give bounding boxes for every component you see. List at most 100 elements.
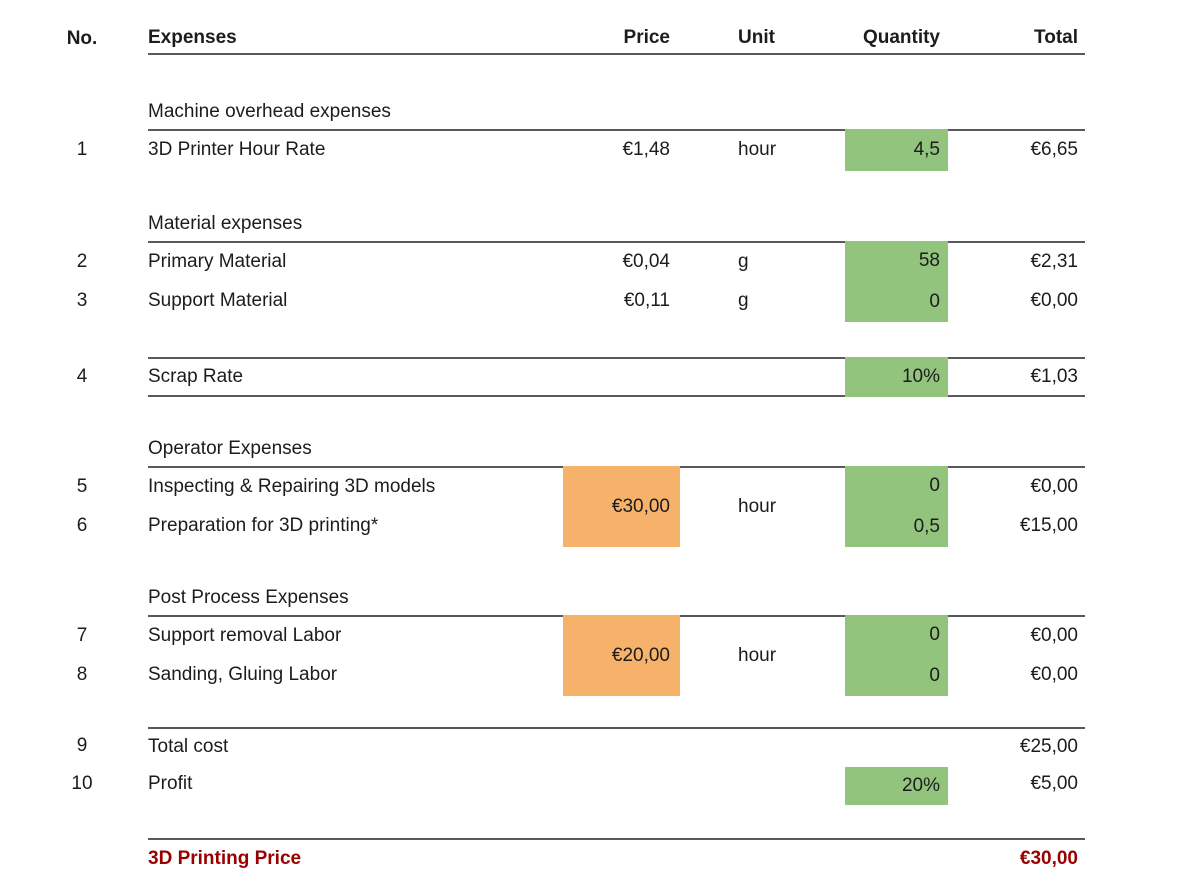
expense-label: Preparation for 3D printing* bbox=[148, 514, 379, 536]
section-title-material: Material expenses bbox=[60, 213, 1085, 243]
section-title-label: Machine overhead expenses bbox=[148, 101, 391, 122]
quantity-input-cell[interactable]: 0,5 bbox=[913, 515, 940, 537]
quantity-input-cell[interactable]: 10% bbox=[845, 357, 948, 397]
price-input-cell[interactable]: €30,00 bbox=[563, 466, 680, 547]
final-price-label: 3D Printing Price bbox=[148, 848, 302, 869]
empty-no-cell bbox=[60, 101, 148, 131]
empty-no-cell bbox=[60, 438, 148, 468]
total-value: €15,00 bbox=[1019, 514, 1078, 536]
header-quantity: Quantity bbox=[862, 26, 940, 48]
spacer bbox=[60, 55, 1085, 101]
quantity-cell bbox=[800, 729, 948, 765]
price-value: €0,04 bbox=[622, 251, 670, 273]
row-number: 5 bbox=[76, 476, 88, 498]
expense-label: Primary Material bbox=[148, 251, 287, 273]
total-value: €0,00 bbox=[1030, 289, 1078, 311]
total-value: €25,00 bbox=[1019, 736, 1078, 757]
quantity-cell: 0 0 bbox=[800, 615, 948, 696]
quantity-input-cell[interactable]: 0 bbox=[929, 475, 940, 497]
expense-label: 3D Printer Hour Rate bbox=[148, 139, 326, 160]
expense-label: Scrap Rate bbox=[148, 366, 244, 387]
price-value: €0,11 bbox=[623, 289, 670, 311]
spacer bbox=[60, 169, 1085, 213]
price-value bbox=[563, 359, 680, 395]
row-number: 10 bbox=[71, 773, 93, 794]
table-header-row: No. Expenses Price Unit Quantity Total bbox=[60, 22, 1085, 55]
unit-value bbox=[680, 765, 800, 803]
unit-value bbox=[680, 729, 800, 765]
header-price: Price bbox=[623, 26, 670, 48]
total-value: €0,00 bbox=[1030, 663, 1078, 685]
quantity-input-cell[interactable]: 58 bbox=[918, 250, 940, 272]
table-row-group-operator: 5 6 Inspecting & Repairing 3D models Pre… bbox=[60, 466, 1085, 547]
quantity-input-cell[interactable]: 4,5 bbox=[845, 129, 948, 171]
row-number: 1 bbox=[76, 139, 88, 160]
expense-label: Total cost bbox=[148, 736, 229, 757]
quantity-input-cell[interactable]: 0 bbox=[929, 290, 940, 312]
empty-no-cell bbox=[60, 587, 148, 617]
total-value: €5,00 bbox=[1030, 773, 1078, 794]
expense-label: Sanding, Gluing Labor bbox=[148, 663, 338, 685]
spacer bbox=[60, 545, 1085, 587]
empty-no-cell bbox=[60, 838, 148, 878]
section-title-label: Operator Expenses bbox=[148, 438, 312, 459]
quantity-input-cell[interactable]: 20% bbox=[845, 767, 948, 805]
table-row-group-postprocess: 7 8 Support removal Labor Sanding, Gluin… bbox=[60, 615, 1085, 696]
quantity-input-cell[interactable]: 0 bbox=[929, 664, 940, 686]
row-number: 2 bbox=[76, 251, 88, 273]
section-title-label: Post Process Expenses bbox=[148, 587, 349, 608]
header-total: Total bbox=[1034, 26, 1078, 48]
expense-label: Profit bbox=[148, 773, 193, 794]
row-number: 6 bbox=[76, 514, 88, 536]
spacer bbox=[60, 694, 1085, 727]
final-price-value: €30,00 bbox=[1019, 848, 1078, 869]
price-input-cell[interactable]: €20,00 bbox=[563, 615, 680, 696]
quantity-cell: 10% bbox=[800, 357, 948, 397]
row-number: 9 bbox=[76, 735, 88, 756]
spacer bbox=[60, 803, 1085, 838]
table-row-final-price: 3D Printing Price €30,00 bbox=[60, 838, 1085, 878]
total-value: €0,00 bbox=[1030, 625, 1078, 647]
total-value: €6,65 bbox=[1030, 139, 1078, 160]
unit-value bbox=[680, 359, 800, 395]
section-title-label: Material expenses bbox=[148, 213, 303, 234]
quantity-input-block: 0 0 bbox=[845, 615, 948, 696]
unit-value: hour bbox=[738, 495, 777, 517]
quantity-cell: 20% bbox=[800, 765, 948, 805]
price-value: €1,48 bbox=[622, 139, 670, 160]
header-no: No. bbox=[66, 27, 98, 49]
header-expenses: Expenses bbox=[148, 26, 237, 48]
spacer bbox=[60, 397, 1085, 438]
unit-value: hour bbox=[738, 644, 777, 666]
quantity-input-block: 58 0 bbox=[845, 241, 948, 322]
quantity-cell: 4,5 bbox=[800, 129, 948, 171]
unit-value: hour bbox=[738, 139, 777, 160]
row-number: 4 bbox=[76, 366, 88, 387]
price-value bbox=[563, 840, 680, 878]
unit-value bbox=[680, 840, 800, 878]
price-cell: €30,00 bbox=[563, 466, 680, 547]
price-value bbox=[563, 729, 680, 765]
quantity-cell: 58 0 bbox=[800, 241, 948, 322]
price-value bbox=[563, 765, 680, 803]
section-title-operator: Operator Expenses bbox=[60, 438, 1085, 468]
table-row-totalcost: 9 Total cost €25,00 bbox=[60, 727, 1085, 765]
header-unit: Unit bbox=[738, 26, 775, 48]
row-number: 8 bbox=[76, 663, 88, 685]
expense-label: Support removal Labor bbox=[148, 625, 342, 647]
table-row-scrap: 4 Scrap Rate 10% €1,03 bbox=[60, 357, 1085, 397]
total-value: €2,31 bbox=[1030, 251, 1078, 273]
total-value: €0,00 bbox=[1030, 476, 1078, 498]
price-cell: €20,00 bbox=[563, 615, 680, 696]
empty-no-cell bbox=[60, 213, 148, 243]
total-value: €1,03 bbox=[1030, 366, 1078, 387]
table-row: 1 3D Printer Hour Rate €1,48 hour 4,5 €6… bbox=[60, 129, 1085, 171]
row-number: 7 bbox=[76, 625, 88, 647]
quantity-cell bbox=[800, 840, 948, 878]
expense-label: Support Material bbox=[148, 289, 288, 311]
unit-value: g bbox=[738, 251, 749, 273]
expense-table: No. Expenses Price Unit Quantity Total M… bbox=[60, 0, 1085, 878]
expense-label: Inspecting & Repairing 3D models bbox=[148, 476, 436, 498]
quantity-input-cell[interactable]: 0 bbox=[929, 624, 940, 646]
